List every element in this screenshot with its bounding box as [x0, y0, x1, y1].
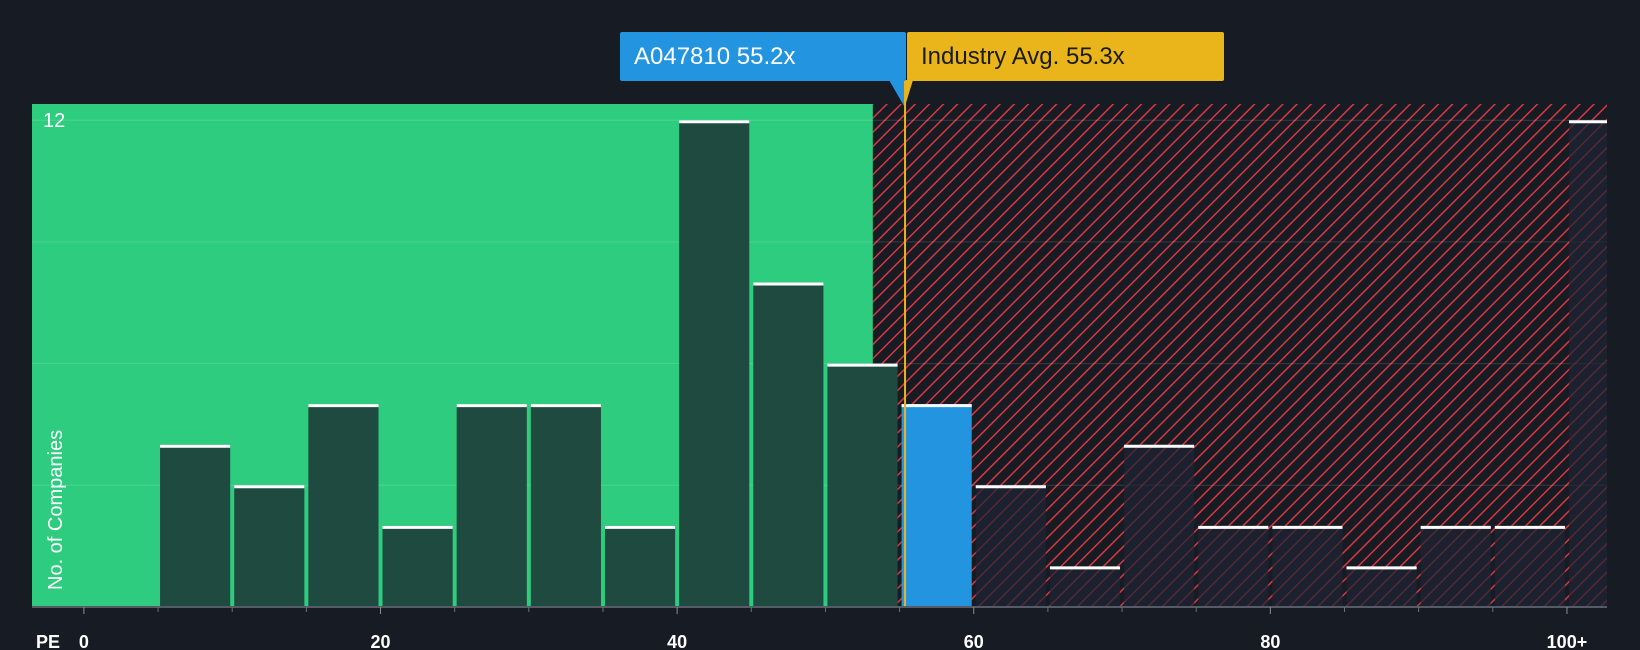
- x-tick-label: 60: [964, 632, 984, 650]
- histogram-bar: [234, 485, 305, 607]
- y-tick-label: 12: [43, 110, 65, 132]
- histogram-bar: [1272, 525, 1343, 607]
- company-name: A047810: [634, 43, 731, 70]
- company-pe-value: 55.2x: [736, 43, 796, 70]
- histogram-bar: [1494, 525, 1565, 607]
- histogram-bar: [308, 404, 379, 607]
- histogram-bar: [753, 282, 824, 607]
- histogram-bar: [827, 363, 898, 607]
- x-tick-label: 40: [667, 632, 687, 650]
- company-pe-callout: A047810 55.2x: [620, 32, 906, 81]
- histogram-bar: [975, 485, 1046, 607]
- x-axis-label: PE: [36, 632, 60, 650]
- histogram-bar: [1198, 525, 1269, 607]
- x-tick-label: 100+: [1547, 632, 1588, 650]
- y-axis-label: No. of Companies: [45, 430, 67, 590]
- histogram-bar: [679, 120, 750, 608]
- histogram-bar: [1346, 566, 1417, 607]
- histogram-bar: [1568, 120, 1607, 608]
- x-tick-label: 20: [371, 632, 391, 650]
- histogram-bar: [604, 525, 676, 607]
- x-tick-label: 0: [79, 632, 89, 650]
- histogram-bar: [382, 525, 453, 607]
- histogram-bar: [1420, 525, 1491, 607]
- x-tick-label: 80: [1260, 632, 1280, 650]
- industry-avg-callout: Industry Avg. 55.3x: [907, 32, 1224, 81]
- company-pointer: [889, 80, 905, 106]
- company-pe-bar: [901, 404, 972, 607]
- histogram-bar: [160, 444, 231, 607]
- histogram-bar: [530, 404, 601, 607]
- histogram-bar: [1049, 566, 1121, 607]
- industry-avg-text: Industry Avg. 55.3x: [921, 43, 1125, 70]
- histogram-bar: [1124, 444, 1195, 607]
- histogram-bar: [456, 404, 527, 607]
